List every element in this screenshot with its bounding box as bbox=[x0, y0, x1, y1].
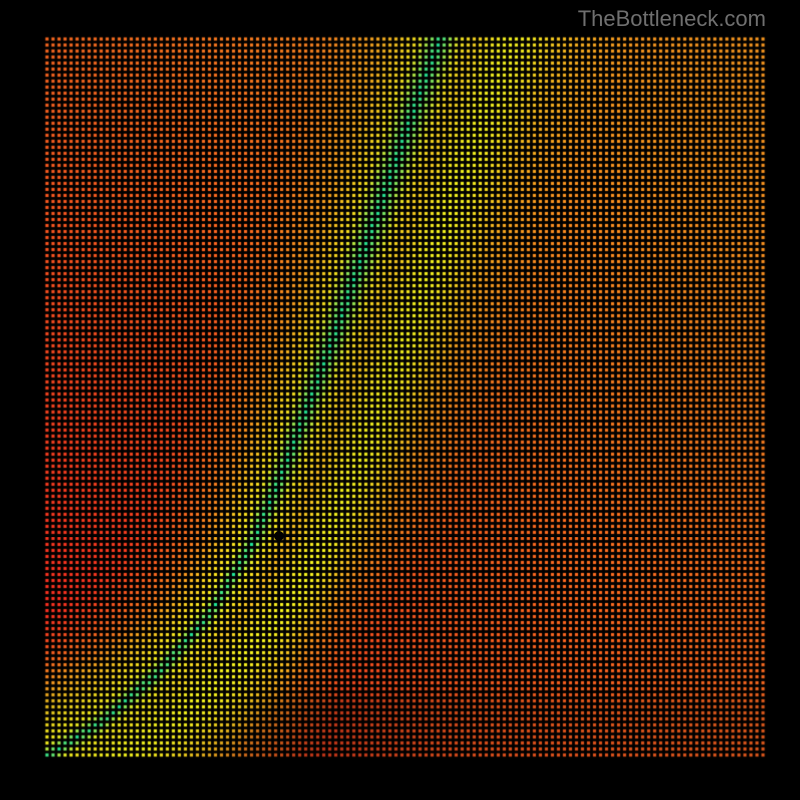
crosshair-vertical bbox=[279, 36, 280, 758]
crosshair-marker bbox=[274, 531, 284, 541]
crosshair-horizontal bbox=[44, 536, 766, 537]
heatmap-canvas bbox=[44, 36, 766, 758]
heatmap-plot bbox=[44, 36, 766, 758]
watermark-text: TheBottleneck.com bbox=[578, 6, 766, 32]
